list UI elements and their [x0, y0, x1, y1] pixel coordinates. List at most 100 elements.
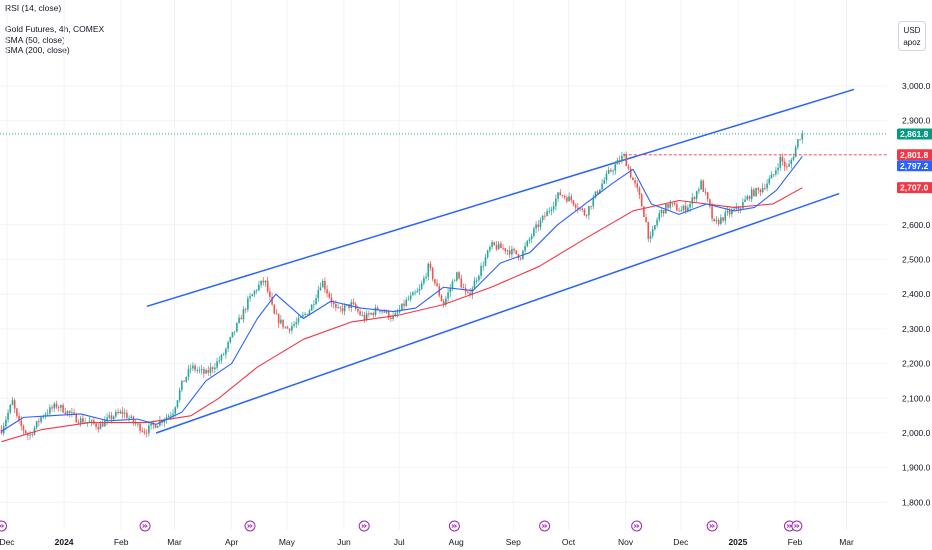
candle-body: [482, 265, 485, 267]
candle-body: [504, 248, 507, 252]
x-tick-label: 2024: [55, 537, 74, 547]
candle-body: [31, 434, 34, 436]
candle-body: [385, 310, 388, 313]
candle-body: [643, 206, 645, 218]
candle-body: [277, 314, 280, 324]
candle-body: [546, 211, 548, 217]
candle-body: [137, 423, 139, 425]
candle-body: [357, 308, 359, 312]
candle-body: [717, 220, 720, 224]
y-tick-label: 1,800.0: [902, 497, 931, 507]
candle-body: [93, 420, 95, 424]
candle-body: [128, 417, 130, 419]
rsi-legend[interactable]: RSI (14, close): [5, 3, 62, 13]
candle-body: [236, 322, 238, 332]
currency-selector[interactable]: USD apoz: [898, 21, 926, 51]
candle-body: [79, 418, 82, 424]
candle-body: [544, 215, 546, 217]
candle-body: [781, 156, 784, 162]
candle-body: [374, 307, 377, 315]
candle-body: [62, 404, 64, 413]
candle-body: [599, 189, 601, 194]
candle-body: [203, 369, 205, 374]
x-tick-label: 2025: [728, 537, 747, 547]
candle-body: [233, 331, 236, 333]
candle-body: [515, 250, 518, 255]
candle-body: [423, 277, 425, 284]
candle-body: [636, 183, 639, 188]
candle-body: [231, 332, 234, 338]
candle-body: [491, 242, 493, 248]
candle-body: [396, 312, 399, 314]
candle-body: [394, 313, 397, 317]
candle-body: [550, 209, 553, 211]
candle-body: [403, 303, 405, 306]
candle-body: [172, 413, 174, 416]
candle-body: [84, 422, 86, 424]
candle-body: [13, 400, 16, 409]
candle-body: [310, 304, 313, 311]
candle-body: [372, 313, 375, 315]
price-tag: [897, 149, 932, 161]
candle-body: [387, 310, 390, 318]
candle-body: [9, 404, 12, 413]
x-tick-label: May: [279, 537, 296, 547]
candle-body: [152, 423, 155, 425]
candle-body: [572, 200, 575, 205]
candle-body: [748, 196, 751, 199]
sma50-legend[interactable]: SMA (50, close): [5, 34, 65, 45]
candle-body: [390, 317, 392, 319]
candle-body: [742, 202, 744, 209]
x-tick-label: Feb: [114, 537, 129, 547]
price-axis: 3,000.0 2,900.0 2,600.0 2,500.0 2,400.0 2,300…: [902, 81, 931, 507]
price-tag: [897, 128, 932, 140]
candle-body: [143, 431, 146, 433]
candle-body: [495, 245, 498, 250]
candle-body: [251, 294, 254, 297]
candle-body: [29, 434, 31, 436]
y-tick-label: 2,000.0: [902, 428, 931, 438]
candle-body: [77, 422, 80, 424]
candle-body: [467, 291, 469, 293]
candle-body: [687, 207, 689, 211]
candle-body: [566, 197, 568, 202]
candle-body: [783, 161, 786, 167]
candle-body: [480, 265, 482, 276]
candle-body: [713, 218, 716, 222]
candle-body: [381, 311, 383, 313]
symbol-legend[interactable]: Gold Futures, 4h, COMEX: [5, 24, 105, 35]
candle-body: [284, 326, 287, 328]
candle-body: [555, 198, 557, 207]
candle-body: [198, 369, 201, 371]
candle-body: [416, 290, 419, 293]
candle-body: [55, 403, 58, 408]
chart-legend: RSI (14, close) Gold Futures, 4h, COMEX …: [5, 3, 104, 56]
candle-body: [563, 195, 566, 198]
candle-body: [150, 423, 152, 426]
candle-body: [513, 248, 515, 251]
sma200-legend[interactable]: SMA (200, close): [5, 45, 70, 56]
y-tick-label: 2,200.0: [902, 359, 931, 369]
candle-body: [502, 248, 504, 249]
candle-body: [678, 210, 680, 212]
candle-body: [71, 412, 73, 414]
candle-body: [585, 215, 588, 216]
candle-body: [407, 299, 410, 301]
candle-body: [497, 243, 500, 250]
candle-body: [286, 326, 289, 329]
candle-body: [315, 298, 317, 305]
candle-body: [16, 408, 18, 416]
candle-body: [209, 367, 212, 373]
candle-body: [156, 425, 159, 428]
candle-body: [669, 202, 672, 208]
y-tick-label: 1,900.0: [902, 463, 931, 473]
price-lines: [0, 133, 887, 156]
candle-body: [332, 302, 335, 305]
candle-body: [200, 369, 203, 370]
candle-body: [57, 407, 60, 409]
candle-body: [706, 192, 709, 200]
y-tick-label: 2,400.0: [902, 289, 931, 299]
candle-body: [181, 380, 183, 391]
candle-body: [328, 293, 331, 298]
